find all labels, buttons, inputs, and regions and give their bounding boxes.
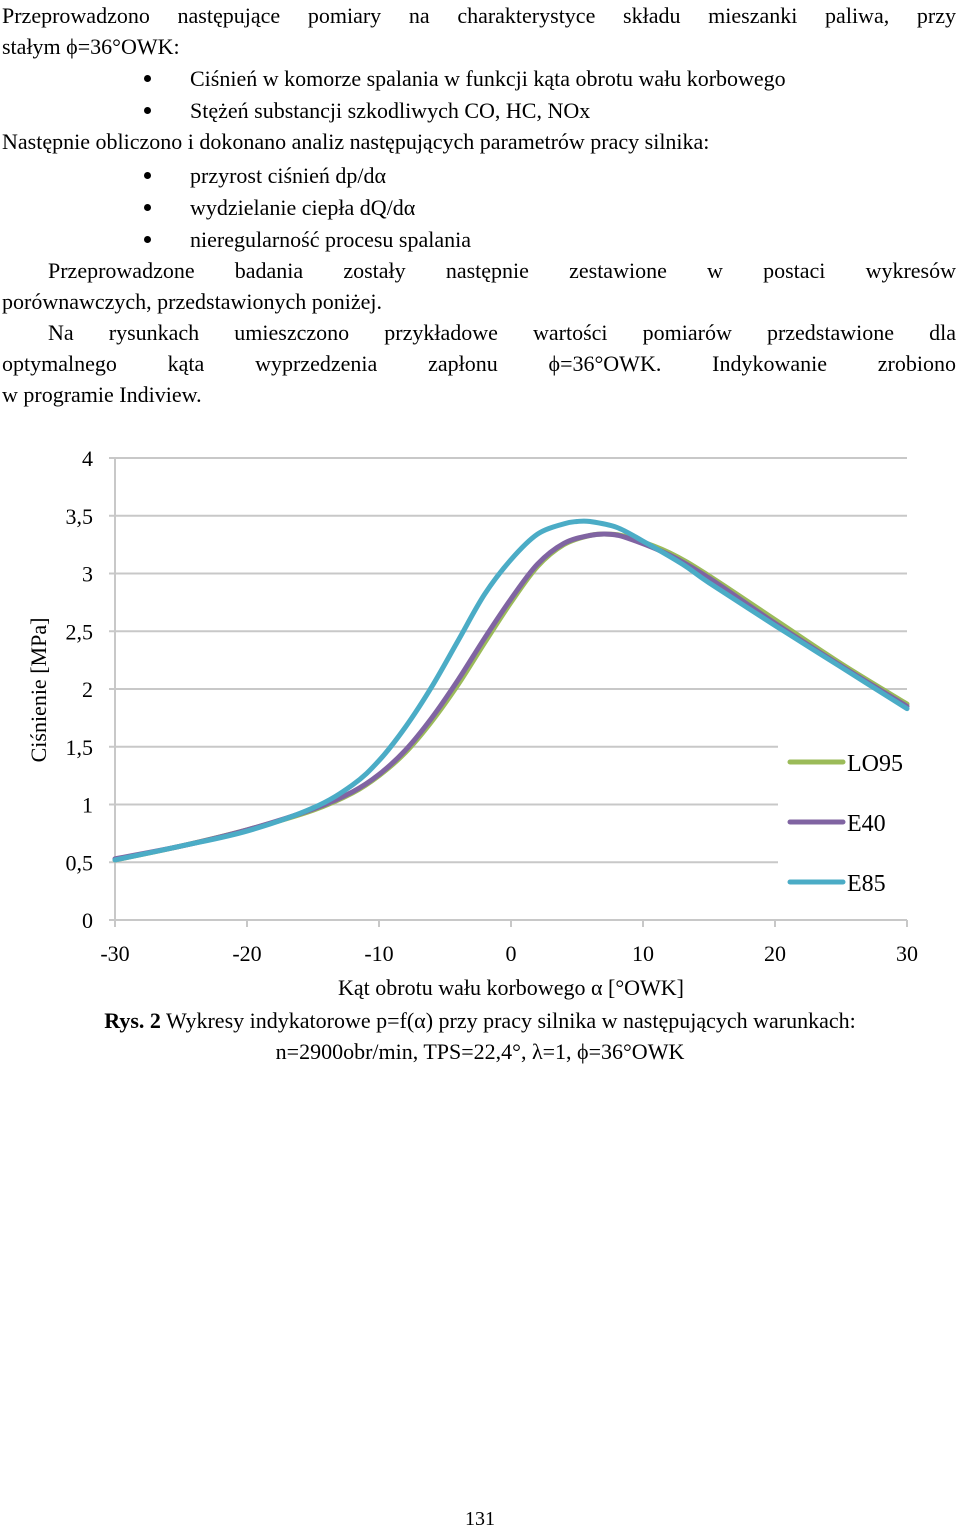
- x-axis-label: Kąt obrotu wału korbowego α [°OWK]: [338, 975, 684, 1000]
- y-tick-label: 2,5: [66, 619, 94, 644]
- y-tick-label: 4: [82, 446, 93, 471]
- paragraph-1-line-1: Przeprowadzono następujące pomiary na ch…: [2, 3, 956, 28]
- x-tick-label: -10: [364, 941, 393, 966]
- chart-legend: LO95 E40 E85: [778, 744, 918, 904]
- x-tick-label: 20: [764, 941, 786, 966]
- paragraph-1-line-2: stałym ϕ=36°OWK:: [2, 34, 180, 59]
- chart-grid: [115, 457, 907, 864]
- x-tick-label: 30: [896, 941, 918, 966]
- figure-caption-text: Wykresy indykatorowe p=f(α) przy pracy s…: [160, 1008, 856, 1033]
- x-tick-label: 10: [632, 941, 654, 966]
- measurement-item: Stężeń substancji szkodliwych CO, HC, NO…: [190, 98, 591, 123]
- measurement-item: Ciśnień w komorze spalania w funkcji kąt…: [190, 66, 786, 91]
- legend-label: E40: [847, 811, 886, 837]
- chart-series: [112, 518, 910, 863]
- y-tick-label: 1,5: [66, 735, 94, 760]
- legend-label: LO95: [847, 751, 903, 777]
- x-tick-label: 0: [506, 941, 517, 966]
- paragraph-3-line-2: porównawczych, przedstawionych poniżej.: [2, 289, 382, 314]
- bullet-icon: [144, 172, 151, 179]
- figure-caption-line-1: Rys. 2 Wykresy indykatorowe p=f(α) przy …: [0, 1008, 960, 1034]
- paragraph-3-line-1: Przeprowadzone badania zostały następnie…: [48, 258, 956, 283]
- legend-label: E85: [847, 871, 886, 897]
- parameter-item: wydzielanie ciepła dQ/dα: [190, 195, 416, 220]
- y-tick-label: 3,5: [66, 504, 94, 529]
- pressure-chart: 0 0,5 1 1,5 2 2,5 3 3,5 4 -30 -20 -10 0 10 20 30 LO95 E4…: [26, 446, 919, 1000]
- bullet-icon: [144, 204, 151, 211]
- figure-label: Rys. 2: [104, 1008, 161, 1033]
- series-line-e85: [112, 518, 910, 863]
- x-tick-label: -30: [100, 941, 129, 966]
- parameter-item: nieregularność procesu spalania: [190, 227, 471, 252]
- page-number: 131: [465, 1508, 495, 1530]
- y-tick-label: 2: [82, 677, 93, 702]
- paragraph-2: Następnie obliczono i dokonano analiz na…: [2, 129, 710, 154]
- bullet-icon: [144, 107, 151, 114]
- x-tick-label: -20: [232, 941, 261, 966]
- parameter-item: przyrost ciśnień dp/dα: [190, 163, 387, 188]
- y-tick-label: 1: [82, 793, 93, 818]
- y-tick-label: 3: [82, 562, 93, 587]
- paragraph-4-line-2: optymalnego kąta wyprzedzenia zapłonu ϕ=…: [2, 351, 956, 376]
- y-axis-label: Ciśnienie [MPa]: [26, 618, 51, 763]
- paragraph-4-line-3: w programie Indiview.: [2, 382, 202, 407]
- figure-caption-line-2: n=2900obr/min, TPS=22,4°, λ=1, ϕ=36°OWK: [275, 1039, 685, 1064]
- y-tick-label: 0,5: [66, 850, 94, 875]
- bullet-icon: [144, 75, 151, 82]
- paragraph-4-line-1: Na rysunkach umieszczono przykładowe war…: [48, 320, 956, 345]
- y-tick-label: 0: [82, 908, 93, 933]
- chart-axes: 0 0,5 1 1,5 2 2,5 3 3,5 4 -30 -20 -10 0 10 20 30: [66, 446, 919, 966]
- bullet-icon: [144, 236, 151, 243]
